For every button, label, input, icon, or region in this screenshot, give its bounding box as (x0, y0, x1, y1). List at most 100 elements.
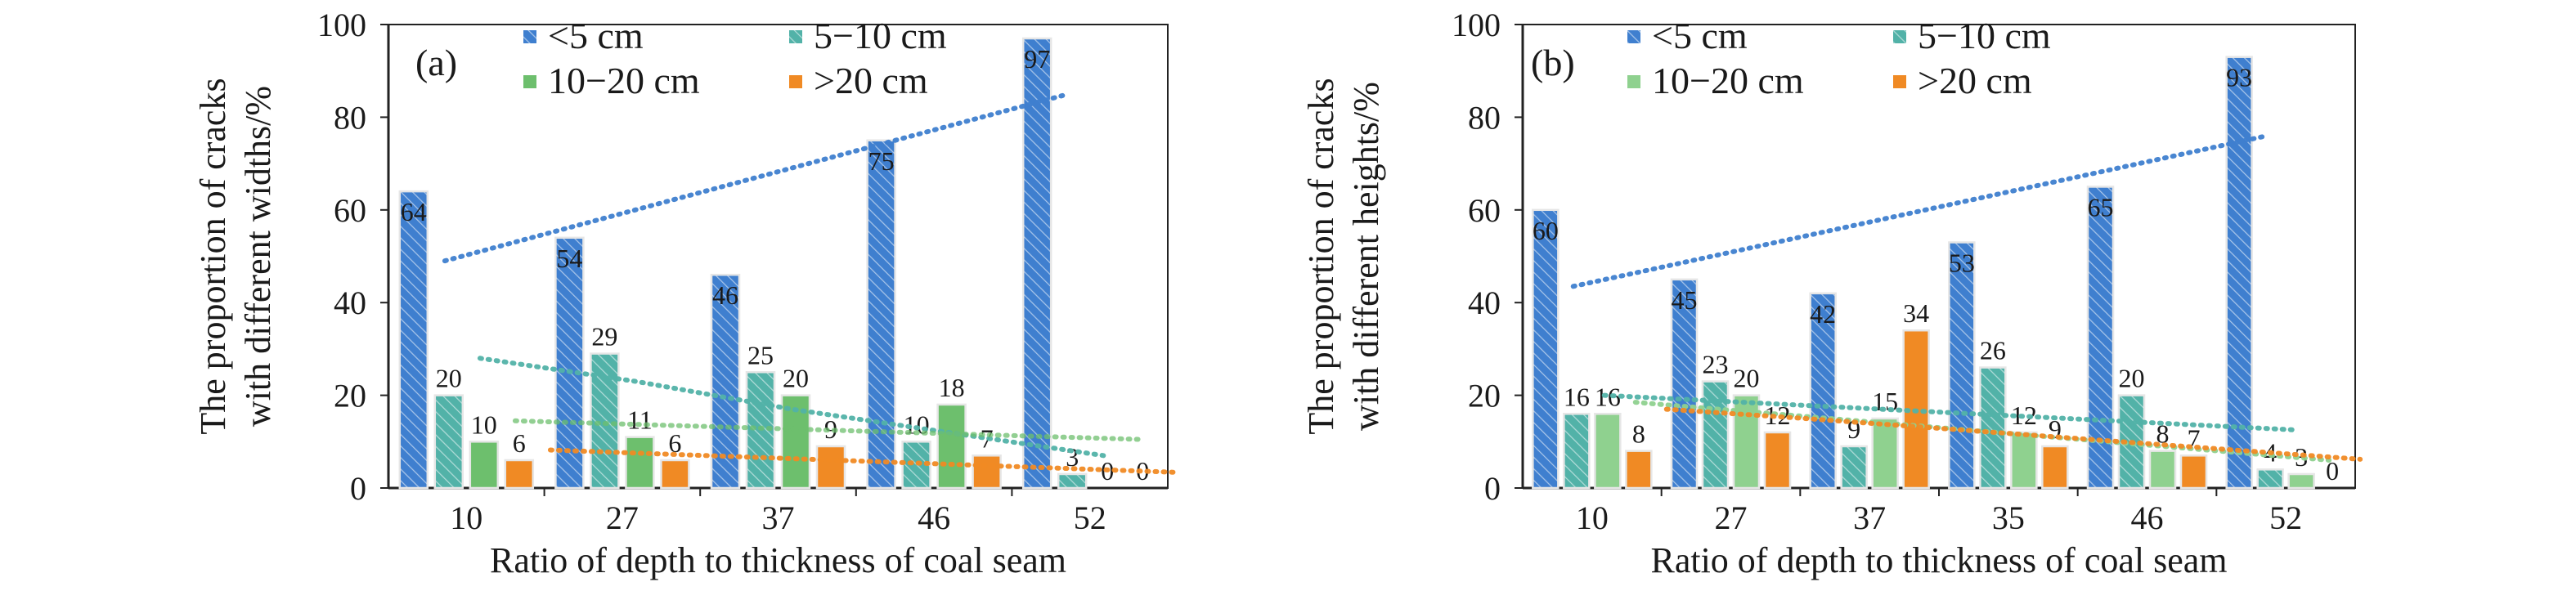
bar-10to20 (625, 436, 655, 490)
legend-swatch (789, 75, 802, 88)
x-tick-label: 46 (918, 499, 950, 536)
legend-entry: >20 cm (814, 60, 928, 101)
data-label: 20 (436, 364, 462, 393)
data-label: 16 (1564, 382, 1590, 411)
legend-swatch (523, 75, 536, 88)
x-tick-label: 37 (1853, 499, 1886, 536)
data-label: 15 (1872, 387, 1898, 416)
bar-gt20 (1763, 431, 1792, 490)
legend-entry: 10−20 cm (1652, 60, 1804, 101)
bar-lt5 (2225, 56, 2253, 490)
bar-10to20 (2010, 431, 2038, 490)
data-label: 6 (513, 428, 526, 458)
trend-line (442, 92, 1071, 264)
data-label: 29 (591, 322, 617, 351)
y-axis-title: The proportion of cracks (193, 78, 233, 434)
x-axis-title: Ratio of depth to thickness of coal seam (1650, 540, 2227, 580)
x-tick-label: 52 (1074, 499, 1106, 536)
x-tick-label: 52 (2269, 499, 2302, 536)
data-label: 45 (1672, 285, 1698, 315)
data-label: 8 (2156, 419, 2170, 449)
bar-lt5 (710, 273, 741, 490)
trend-line (1570, 133, 2270, 289)
bar-10to20 (1871, 417, 1899, 490)
data-label: 6 (668, 428, 681, 458)
data-label: 54 (556, 244, 582, 273)
bar-gt20 (504, 459, 535, 490)
bar-10to20 (1594, 413, 1622, 490)
data-label: 0 (2326, 456, 2339, 486)
legend-entry: 5−10 cm (814, 15, 947, 56)
legend-swatch (1893, 75, 1906, 88)
y-tick-label: 60 (1468, 192, 1501, 229)
trend-line (1663, 406, 2363, 462)
y-tick-label: 40 (1468, 284, 1501, 321)
chart-panel-a: 0 20 40 60 80 100 10 27 37 46 52 64 54 46 75 97 20 29 25 10… (193, 7, 1177, 580)
data-label: 60 (1533, 216, 1559, 245)
y-axis-title: with different widths/% (238, 86, 278, 427)
data-label: 10 (471, 410, 497, 439)
data-label: 75 (868, 146, 895, 176)
data-label: 23 (1703, 350, 1729, 379)
x-tick-label: 35 (1992, 499, 2025, 536)
data-label: 26 (1980, 336, 2006, 365)
bar-5to10 (1057, 472, 1088, 490)
bar-10to20 (2287, 472, 2315, 490)
y-axis-title: with different heights/% (1346, 82, 1386, 431)
y-axis-title: The proportion of cracks (1301, 78, 1341, 434)
bar-lt5 (1948, 241, 1976, 490)
bar-5to10 (1563, 413, 1591, 490)
x-axis-title: Ratio of depth to thickness of coal seam (490, 540, 1066, 580)
trend-line (1601, 392, 2301, 433)
data-label: 20 (783, 364, 809, 393)
bar-gt20 (660, 459, 690, 490)
bar-gt20 (2179, 454, 2208, 490)
data-label: 93 (2226, 63, 2252, 92)
bar-lt5 (1532, 208, 1560, 490)
x-tick-label: 27 (606, 499, 639, 536)
bar-lt5 (866, 139, 896, 490)
y-tick-label: 80 (334, 99, 366, 136)
data-label: 42 (1810, 299, 1836, 329)
data-label: 64 (401, 197, 427, 226)
legend-swatch (523, 30, 536, 43)
panel-label: (b) (1531, 42, 1575, 83)
bar-5to10 (1701, 380, 1730, 490)
bar-gt20 (1625, 450, 1653, 490)
y-tick-label: 20 (1468, 378, 1501, 414)
data-label: 97 (1024, 44, 1050, 74)
data-label: 34 (1903, 298, 1929, 328)
bar-10to20 (1732, 394, 1761, 490)
bar-gt20 (972, 454, 1002, 490)
legend-entry: 10−20 cm (548, 60, 700, 101)
legend-entry: 5−10 cm (1918, 15, 2051, 56)
x-tick-label: 27 (1715, 499, 1748, 536)
trend-line (547, 447, 1177, 475)
bar-10to20 (469, 441, 500, 490)
data-label: 11 (627, 405, 653, 435)
plot-frame (388, 24, 1169, 489)
bar-lt5 (398, 190, 429, 490)
bar-10to20 (936, 403, 967, 490)
data-label: 8 (1632, 419, 1645, 449)
legend-swatch (1893, 30, 1906, 43)
x-tick-label: 10 (450, 499, 482, 536)
data-label: 18 (939, 373, 965, 402)
bar-lt5 (1809, 292, 1837, 490)
bar-lt5 (554, 236, 585, 490)
bar-5to10 (433, 394, 464, 490)
panel-label: (a) (415, 42, 457, 83)
data-label: 46 (712, 280, 738, 310)
data-label: 20 (2119, 364, 2145, 393)
trend-line (477, 356, 1106, 459)
bar-10to20 (2148, 450, 2177, 490)
legend-swatch (1627, 30, 1640, 43)
data-label: 65 (2088, 192, 2114, 222)
y-tick-label: 0 (350, 470, 366, 507)
bar-gt20 (815, 445, 846, 490)
y-tick-label: 100 (1452, 7, 1501, 43)
data-label: 20 (1734, 364, 1760, 393)
data-label: 25 (747, 340, 774, 369)
